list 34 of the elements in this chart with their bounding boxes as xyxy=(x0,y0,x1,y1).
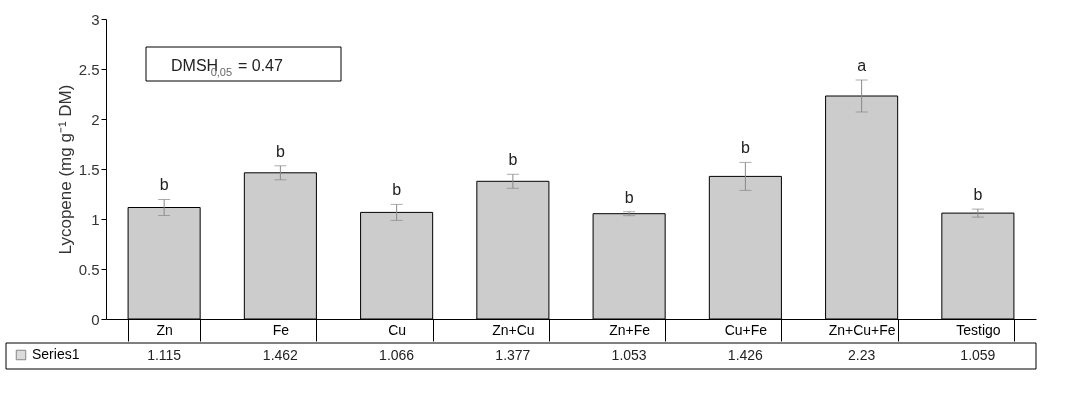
x-tick-label: Fe xyxy=(272,321,290,338)
x-tick-label: Cu+Fe xyxy=(724,321,768,338)
x-tick-label: Zn xyxy=(156,321,173,338)
annotation: a xyxy=(857,57,867,74)
annotation: b xyxy=(392,181,402,198)
annotation: b xyxy=(508,151,518,168)
x-tick-label: Testigo xyxy=(956,321,1001,338)
y-tick-label: 1.5 xyxy=(78,160,100,178)
annotation: b xyxy=(275,143,285,160)
data-label: 1.066 xyxy=(379,347,415,363)
annotation: b xyxy=(740,139,750,156)
x-tick-label: Zn+Fe xyxy=(609,321,651,338)
data-label: 1.115 xyxy=(147,347,182,363)
y-tick-label: 2 xyxy=(91,110,100,128)
annotation: b xyxy=(973,186,983,203)
data-label: 1.426 xyxy=(727,347,764,363)
legend-label: Series1 xyxy=(32,346,80,362)
data-label: 2.23 xyxy=(848,347,876,363)
y-axis-title: Lycopene (mg g⁻¹ DM) xyxy=(55,84,75,255)
y-tick-label: 0 xyxy=(91,310,100,328)
annotation: b xyxy=(624,189,634,206)
x-tick-label: Zn+Cu+Fe xyxy=(828,321,896,338)
y-tick-label: 3 xyxy=(91,10,100,28)
data-label: 1.053 xyxy=(611,347,647,363)
data-label: 1.462 xyxy=(262,347,299,363)
x-tick-label: Cu xyxy=(388,321,407,338)
y-tick-label: 1 xyxy=(91,210,100,228)
data-label: 1.059 xyxy=(960,347,996,363)
data-label: 1.377 xyxy=(495,347,531,363)
annotation: DMSH0,05= 0.47 xyxy=(171,57,283,78)
y-tick-label: 0.5 xyxy=(78,260,100,278)
annotation: b xyxy=(159,176,169,193)
x-tick-label: Zn+Cu xyxy=(492,321,535,338)
y-tick-label: 2.5 xyxy=(78,60,100,78)
